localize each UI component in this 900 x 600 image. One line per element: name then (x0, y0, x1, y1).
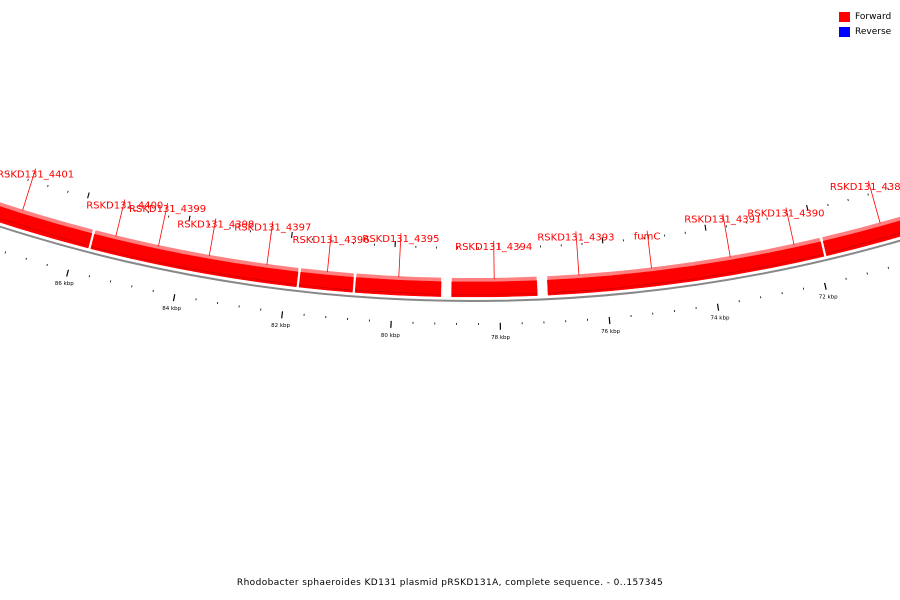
inner-tick (47, 184, 49, 188)
gene-edge (232, 275, 297, 286)
gene-labels: RSKD131_4404RSKD131_4402RSKD131_4401RSKD… (0, 170, 900, 253)
inner-tick (806, 204, 809, 211)
inner-tick (27, 178, 29, 181)
gene-RSKD131_4401 (0, 206, 93, 249)
major-tick (281, 311, 284, 319)
gene-label: RSKD131_4395 (362, 234, 439, 245)
tick-label: 76 kbp (601, 329, 620, 335)
legend-forward-label: Forward (855, 11, 892, 22)
gene-label: fumC (634, 232, 661, 243)
major-tick (66, 269, 70, 277)
tick-label: 78 kbp (491, 335, 510, 341)
gene-RSKD131_4397 (232, 262, 299, 288)
minor-tick (887, 266, 889, 269)
label-leader (575, 231, 580, 276)
major-tick (716, 303, 720, 311)
gene-label: RSKD131_4393 (537, 232, 614, 243)
major-tick (172, 294, 176, 302)
gene-label: RSKD131_4401 (0, 170, 74, 181)
label-leader (158, 202, 168, 247)
tick-label: 84 kbp (162, 306, 181, 312)
label-leaders (22, 168, 881, 279)
gene-edge (130, 255, 181, 268)
inner-tick (67, 190, 69, 193)
gene-edge (547, 288, 613, 294)
forward-swatch (839, 11, 850, 22)
gene-label: RSKD131_4400 (86, 200, 163, 211)
gene-edge (771, 254, 824, 267)
gene-edge (180, 266, 233, 277)
gene-RSKD131_4390 (768, 241, 825, 269)
legend: Forward Reverse (839, 9, 891, 39)
tick-label: 86 kbp (55, 281, 74, 287)
inner-tick (847, 198, 849, 202)
minor-tick (25, 257, 27, 260)
gene-edge (0, 218, 89, 247)
label-leader (493, 240, 495, 279)
label-leader (722, 213, 731, 258)
reverse-swatch (839, 26, 850, 37)
label-leader (868, 180, 881, 224)
label-leader (266, 221, 274, 266)
tick-label: 82 kbp (271, 323, 290, 329)
minor-tick (4, 251, 6, 254)
tick-label: 80 kbp (381, 333, 400, 339)
legend-reverse-label: Reverse (855, 26, 892, 37)
gene-RSKD131_4394 (451, 280, 538, 298)
minor-tick (46, 263, 48, 266)
gene-RSKD131_4389 (822, 220, 900, 257)
gene-edge (826, 232, 900, 255)
legend-forward: Forward (839, 9, 891, 24)
gene-edge (451, 293, 538, 296)
gene-edge (694, 265, 772, 280)
inner-tick (188, 215, 191, 222)
gene-shadow (0, 202, 93, 236)
gene-label: RSKD131_4389 (830, 182, 900, 193)
gene-features (0, 202, 900, 298)
label-leader (208, 218, 217, 256)
gene-label: RSKD131_4391 (684, 215, 761, 226)
inner-tick (290, 231, 293, 238)
label-leader (327, 234, 332, 273)
tick-label: 74 kbp (711, 316, 730, 322)
label-leader (398, 233, 402, 278)
gene-RSKD131_4395 (354, 277, 442, 297)
inner-tick (601, 237, 604, 244)
minor-tick (866, 272, 868, 275)
inner-tick (87, 192, 90, 199)
gene-label: RSKD131_4399 (129, 204, 206, 215)
sequence-caption: Rhodobacter sphaeroides KD131 plasmid pR… (236, 578, 664, 588)
gene-edge (91, 246, 133, 258)
inner-tick (704, 224, 707, 231)
gene-label: RSKD131_4394 (455, 242, 532, 253)
major-tick (608, 317, 611, 325)
gene-edge (355, 290, 441, 295)
inner-tick (887, 187, 889, 190)
tick-label: 72 kbp (819, 295, 838, 301)
inner-tick (867, 193, 869, 196)
gene-edge (612, 278, 695, 289)
label-leader (785, 207, 795, 245)
gene-label: RSKD131_4397 (234, 222, 311, 233)
gene-RSKD131_4396 (298, 271, 354, 293)
inner-tick (7, 172, 9, 175)
label-leader (646, 230, 652, 269)
gene-label: RSKD131_4390 (747, 209, 824, 220)
gene-label: RSKD131_4398 (177, 220, 254, 231)
gene-edge (299, 284, 353, 291)
gene-label: RSKD131_4396 (293, 235, 370, 246)
backbone-arc (0, 225, 900, 302)
legend-reverse: Reverse (839, 24, 891, 39)
major-tick (824, 282, 827, 290)
label-leader (115, 199, 126, 237)
label-leader (22, 168, 36, 211)
